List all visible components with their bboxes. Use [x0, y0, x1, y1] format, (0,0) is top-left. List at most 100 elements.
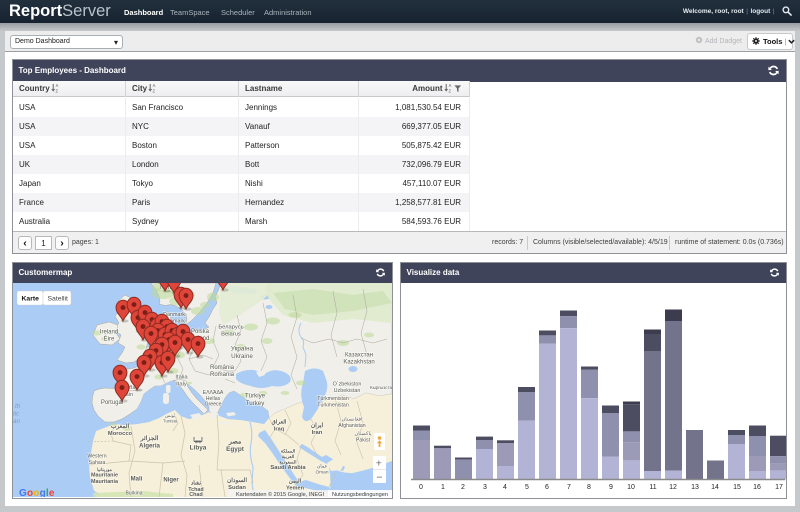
svg-text:Iran: Iran	[312, 430, 323, 436]
svg-text:Hellas: Hellas	[206, 396, 221, 402]
svg-text:Oman: Oman	[315, 470, 328, 476]
svg-text:Uzbekistan: Uzbekistan	[334, 388, 361, 394]
svg-text:Türkmenistan: Türkmenistan	[317, 396, 349, 402]
svg-text:Niger: Niger	[163, 478, 179, 484]
svg-text:Ukraine: Ukraine	[231, 353, 253, 360]
svg-text:Polska: Polska	[191, 329, 210, 335]
svg-text:اليمن: اليمن	[289, 478, 302, 485]
svg-text:România: România	[210, 365, 235, 371]
svg-text:3: 3	[483, 484, 487, 491]
svg-text:−: −	[376, 472, 382, 484]
svg-text:11: 11	[649, 484, 656, 491]
svg-text:تشاد: تشاد	[191, 481, 202, 487]
svg-text:Italy: Italy	[176, 382, 187, 388]
svg-text:9: 9	[609, 484, 613, 491]
svg-text:A: A	[153, 83, 156, 88]
svg-text:السودان: السودان	[227, 477, 247, 484]
svg-text:8: 8	[587, 484, 591, 491]
svg-text:th: th	[15, 403, 21, 410]
svg-text:A: A	[448, 83, 451, 88]
svg-text:14: 14	[711, 484, 719, 491]
svg-text:Türkiye: Türkiye	[245, 393, 266, 400]
svg-text:عمان: عمان	[317, 464, 328, 470]
svg-text:المملكة: المملكة	[281, 449, 296, 454]
svg-text:موريتانيا: موريتانيا	[97, 467, 112, 473]
svg-text:Sudan: Sudan	[228, 485, 246, 491]
svg-text:Mali: Mali	[131, 477, 143, 483]
svg-text:12: 12	[669, 484, 677, 491]
svg-text:+: +	[376, 458, 382, 470]
svg-text:Denmark: Denmark	[163, 319, 185, 325]
svg-text:O´zbekiston: O´zbekiston	[333, 382, 362, 388]
svg-text:ليبيا: ليبيا	[193, 437, 203, 444]
svg-text:Éire: Éire	[104, 336, 115, 343]
svg-text:A: A	[55, 83, 58, 88]
svg-text:an: an	[13, 418, 20, 425]
svg-text:ایران: ایران	[311, 422, 324, 429]
svg-text:Morocco: Morocco	[108, 431, 133, 437]
svg-text:Portugal: Portugal	[101, 400, 123, 406]
svg-text:0: 0	[419, 484, 423, 491]
svg-text:Belarus: Belarus	[221, 332, 241, 338]
svg-text:پاکستان: پاکستان	[354, 431, 372, 437]
svg-text:17: 17	[775, 484, 783, 491]
svg-text:Ireland: Ireland	[100, 330, 118, 336]
svg-text:ΕΛΛΆΔΑ: ΕΛΛΆΔΑ	[203, 390, 224, 396]
svg-text:7: 7	[567, 484, 571, 491]
svg-text:Italia: Italia	[175, 375, 188, 381]
svg-text:السعودية: السعودية	[279, 460, 297, 466]
svg-text:Tchad: Tchad	[188, 487, 203, 493]
svg-text:افغانستان: افغانستان	[341, 417, 362, 423]
svg-text:Western: Western	[87, 454, 106, 460]
svg-text:Egypt: Egypt	[226, 446, 245, 453]
svg-text:Libya: Libya	[190, 445, 207, 452]
svg-text:Norway: Norway	[160, 285, 180, 291]
svg-text:Кыргызста: Кыргызста	[370, 385, 392, 390]
svg-text:Turkey: Turkey	[246, 400, 266, 407]
svg-text:Karte: Karte	[22, 296, 40, 303]
svg-text:Saudi Arabia: Saudi Arabia	[270, 465, 306, 471]
svg-text:Sahara: Sahara	[89, 460, 106, 466]
svg-text:Chad: Chad	[189, 492, 202, 497]
svg-text:المغرب: المغرب	[111, 423, 130, 430]
svg-text:6: 6	[545, 484, 549, 491]
svg-text:Danmark: Danmark	[163, 312, 185, 318]
svg-text:Kartendaten © 2015 Google, INE: Kartendaten © 2015 Google, INEGI	[236, 491, 325, 497]
svg-text:Romania: Romania	[210, 372, 235, 378]
svg-text:Z: Z	[55, 89, 58, 94]
svg-text:1: 1	[441, 484, 445, 491]
svg-text:Беларусь: Беларусь	[218, 325, 243, 331]
svg-text:تونس: تونس	[165, 413, 175, 418]
svg-text:Afghanistan: Afghanistan	[338, 423, 366, 429]
svg-text:Nutzungsbedingungen: Nutzungsbedingungen	[332, 492, 388, 497]
svg-text:Yemen: Yemen	[286, 485, 305, 491]
svg-text:tic: tic	[13, 411, 20, 418]
svg-text:4: 4	[503, 484, 507, 491]
svg-text:مصر: مصر	[228, 439, 242, 446]
svg-text:Казахстан: Казахстан	[345, 353, 373, 359]
svg-text:5: 5	[525, 484, 529, 491]
svg-text:Kazakhstan: Kazakhstan	[343, 360, 374, 366]
svg-text:Mauritania: Mauritania	[91, 479, 119, 485]
svg-text:Satellit: Satellit	[48, 296, 69, 303]
svg-text:Mauritanie: Mauritanie	[91, 473, 118, 479]
svg-text:Google: Google	[19, 488, 55, 497]
svg-text:Burkina: Burkina	[126, 491, 143, 497]
svg-text:Z: Z	[448, 89, 451, 94]
svg-text:Algeria: Algeria	[139, 442, 161, 449]
svg-text:العراق: العراق	[272, 419, 287, 426]
svg-text:العربية: العربية	[282, 454, 295, 460]
svg-text:Україна: Україна	[231, 346, 254, 353]
svg-text:16: 16	[753, 484, 761, 491]
svg-text:Türkmenistan: Türkmenistan	[317, 402, 349, 408]
svg-text:2: 2	[461, 484, 465, 491]
svg-text:13: 13	[691, 484, 699, 491]
svg-text:Pakist: Pakist	[356, 437, 371, 443]
svg-text:Tunisia: Tunisia	[163, 419, 178, 424]
svg-text:10: 10	[627, 484, 635, 491]
svg-text:الجزائر: الجزائر	[140, 435, 159, 442]
svg-text:Greece: Greece	[204, 402, 221, 408]
svg-text:Z: Z	[153, 89, 156, 94]
svg-text:15: 15	[733, 484, 741, 491]
svg-text:Iraq: Iraq	[274, 426, 285, 432]
